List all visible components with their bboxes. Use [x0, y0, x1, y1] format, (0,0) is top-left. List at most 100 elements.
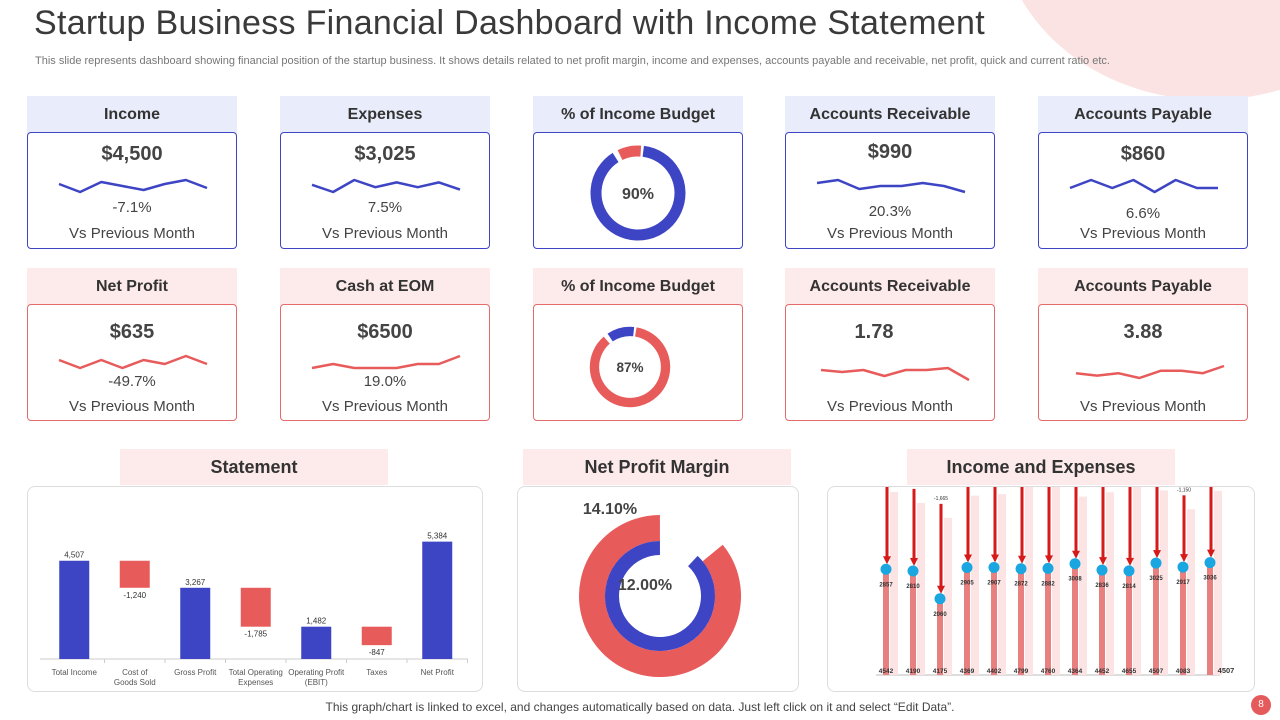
income-label: 4364: [1068, 668, 1083, 675]
waterfall-bar: [59, 560, 90, 659]
net-stem: [1207, 562, 1213, 675]
margin-outer-ring: [579, 515, 741, 677]
kpi-compare: Vs Previous Month: [322, 398, 448, 415]
net-stem: [1018, 568, 1024, 675]
income-stem: [1079, 496, 1087, 675]
net-marker: [1042, 562, 1054, 574]
net-stem: [1180, 567, 1186, 675]
net-marker: [880, 563, 892, 575]
kpi-box: $635 -49.7% Vs Previous Month: [27, 304, 237, 421]
sparkline: [311, 354, 461, 370]
kpi-title: Accounts Receivable: [785, 268, 995, 306]
expense-arrow-head: [1045, 555, 1053, 564]
net-stem: [964, 567, 970, 675]
net-label: 2872: [1014, 582, 1028, 588]
waterfall-tick-label: Total Income: [52, 668, 98, 677]
net-stem: [883, 569, 889, 675]
kpi-value: $860: [1120, 143, 1166, 165]
sparkline-path: [58, 354, 208, 370]
net-marker: [1069, 558, 1081, 570]
kpi-compare: Vs Previous Month: [1080, 398, 1206, 415]
expense-label: -1,150: [1177, 487, 1191, 493]
sparkline: [816, 178, 966, 194]
sparkline: [820, 366, 970, 382]
waterfall-data-label: 4,507: [64, 551, 85, 560]
net-stem: [910, 571, 916, 675]
net-label: 2907: [987, 580, 1001, 586]
donut-label: 87%: [616, 360, 643, 375]
waterfall-data-label: -847: [369, 648, 386, 657]
income-label: 4083: [1176, 668, 1191, 675]
net-label: 3008: [1068, 577, 1082, 583]
kpi-change: 20.3%: [868, 203, 912, 220]
sparkline: [1075, 364, 1225, 380]
income-stem: [917, 502, 925, 675]
net-stem: [1072, 563, 1078, 675]
net-marker: [1150, 557, 1162, 569]
kpi-value: 3.88: [1123, 321, 1163, 343]
kpi-title: Expenses: [280, 96, 490, 134]
kpi-title: Accounts Receivable: [785, 96, 995, 134]
kpi-box: 3.88 Vs Previous Month: [1038, 304, 1248, 421]
kpi-title: % of Income Budget: [533, 96, 743, 134]
budget-donut: 87%: [589, 326, 671, 408]
net-marker: [1177, 561, 1189, 573]
corner-decoration: [980, 0, 1280, 110]
expense-label: -1,665: [934, 496, 948, 502]
kpi-title: Accounts Payable: [1038, 96, 1248, 134]
income-label: 4175: [933, 668, 948, 675]
net-label: 2810: [906, 584, 920, 590]
kpi-income-budget: % of Income Budget 90%: [533, 96, 743, 249]
sparkline-path: [58, 178, 208, 194]
statement-panel: 4,507 Total Income -1,240 Cost of Goods Sold…: [27, 486, 483, 692]
kpi-title: Accounts Payable: [1038, 268, 1248, 306]
income-label: 4655: [1122, 668, 1137, 675]
income-label: 4402: [987, 668, 1002, 675]
kpi-accounts-receivable: Accounts Receivable $990 20.3% Vs Previo…: [785, 96, 995, 249]
expense-arrow-head: [991, 554, 999, 563]
kpi-income-budget-2: % of Income Budget 87%: [533, 268, 743, 421]
net-marker: [1015, 563, 1027, 575]
net-stem: [1045, 568, 1051, 675]
expense-arrow-head: [910, 558, 918, 567]
footer-note: This graph/chart is linked to excel, and…: [325, 700, 955, 714]
income-stem: [1052, 482, 1060, 675]
net-marker: [1123, 565, 1135, 577]
net-label: 2917: [1176, 580, 1190, 586]
net-label: 2882: [1041, 581, 1055, 587]
waterfall-data-label: -1,240: [123, 591, 146, 600]
income-stem: [1187, 509, 1195, 675]
kpi-value: $990: [867, 141, 913, 163]
sparkline-path: [1075, 364, 1225, 380]
kpi-title: Cash at EOM: [280, 268, 490, 306]
income-label: 4190: [906, 668, 921, 675]
sparkline-path: [816, 178, 966, 194]
kpi-cash-eom: Cash at EOM $6500 19.0% Vs Previous Mont…: [280, 268, 490, 421]
net-marker: [1096, 564, 1108, 576]
income-stem: [1025, 476, 1033, 675]
sparkline-path: [820, 366, 970, 382]
income-stem: [890, 491, 898, 675]
income-label: 4799: [1014, 668, 1029, 675]
net-marker: [934, 593, 946, 605]
sparkline-path: [311, 178, 461, 194]
net-label: 2905: [960, 581, 974, 587]
net-label: 2836: [1095, 583, 1109, 589]
kpi-change: 7.5%: [367, 199, 403, 216]
kpi-expenses: Expenses $3,025 7.5% Vs Previous Month: [280, 96, 490, 249]
kpi-compare: Vs Previous Month: [322, 225, 448, 242]
donut-main-arc: [589, 327, 671, 408]
income-stem: [998, 494, 1006, 675]
kpi-box: 1.78 Vs Previous Month: [785, 304, 995, 421]
net-stem: [1099, 570, 1105, 675]
kpi-compare: Vs Previous Month: [827, 225, 953, 242]
income-label: 4507: [1149, 668, 1164, 675]
waterfall-data-label: 3,267: [185, 578, 206, 587]
net-label: 3025: [1149, 576, 1163, 582]
margin-inner-label: 12.00%: [618, 577, 672, 594]
kpi-change: 6.6%: [1125, 205, 1161, 222]
expense-arrow-head: [964, 554, 972, 563]
income-stem: [1214, 490, 1222, 675]
page-subtitle: This slide represents dashboard showing …: [35, 55, 1110, 67]
